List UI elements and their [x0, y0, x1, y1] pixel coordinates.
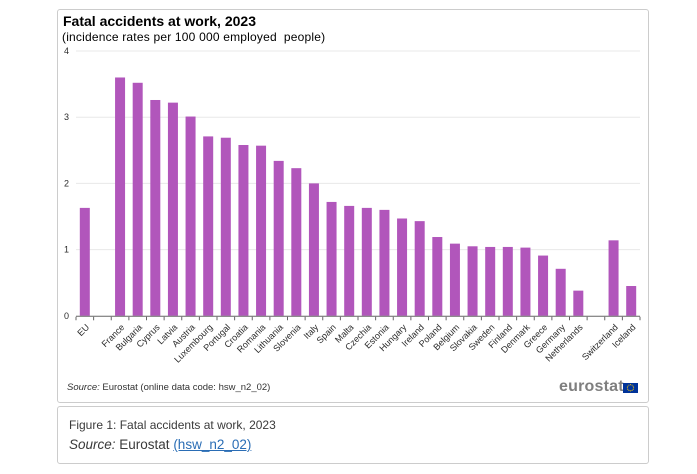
svg-text:3: 3 — [64, 112, 69, 122]
svg-text:1: 1 — [64, 245, 69, 255]
svg-text:2: 2 — [64, 178, 69, 188]
svg-text:4: 4 — [64, 46, 69, 56]
svg-text:EU: EU — [75, 322, 91, 338]
svg-text:0: 0 — [64, 311, 69, 321]
svg-text:Spain: Spain — [315, 322, 338, 345]
